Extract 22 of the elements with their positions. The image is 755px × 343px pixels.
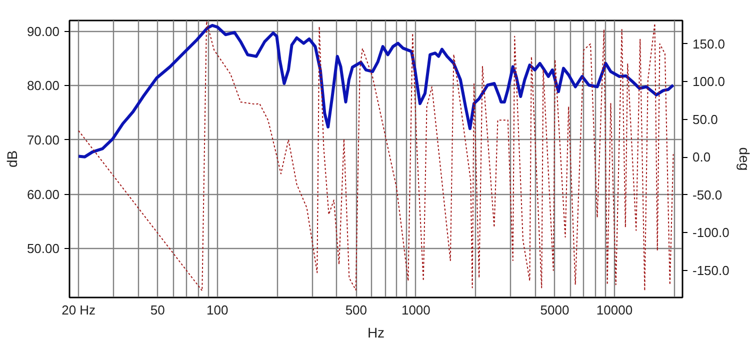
y2-tick-label: 50.0	[692, 112, 718, 127]
y-tick-label: 70.00	[26, 132, 60, 148]
x-tick-label: 1000	[401, 302, 430, 318]
x-tick-label: 100	[206, 302, 228, 318]
y2-tick-label: 150.0	[692, 36, 726, 52]
x-tick-label: 500	[345, 302, 368, 318]
y2-axis-title: deg	[736, 147, 752, 171]
x-tick-label: 10000	[596, 302, 633, 318]
x-tick-label: 50	[150, 302, 165, 318]
y-tick-label: 90.00	[26, 24, 60, 39]
y2-tick-label: -150.0	[692, 262, 730, 278]
y2-tick-label: -50.0	[692, 187, 722, 202]
y-tick-label: 60.00	[26, 186, 60, 202]
x-tick-label: 5000	[540, 302, 570, 318]
y-tick-label: 50.00	[26, 241, 60, 256]
y2-tick-label: 0.0	[692, 150, 711, 165]
x-tick-label: 20 Hz	[62, 302, 96, 318]
y-tick-label: 80.00	[26, 78, 60, 94]
y-axis-title: dB	[4, 150, 20, 168]
x-axis-title: Hz	[367, 324, 385, 340]
y2-tick-label: -100.0	[692, 225, 730, 240]
y2-tick-label: 100.0	[692, 74, 726, 90]
